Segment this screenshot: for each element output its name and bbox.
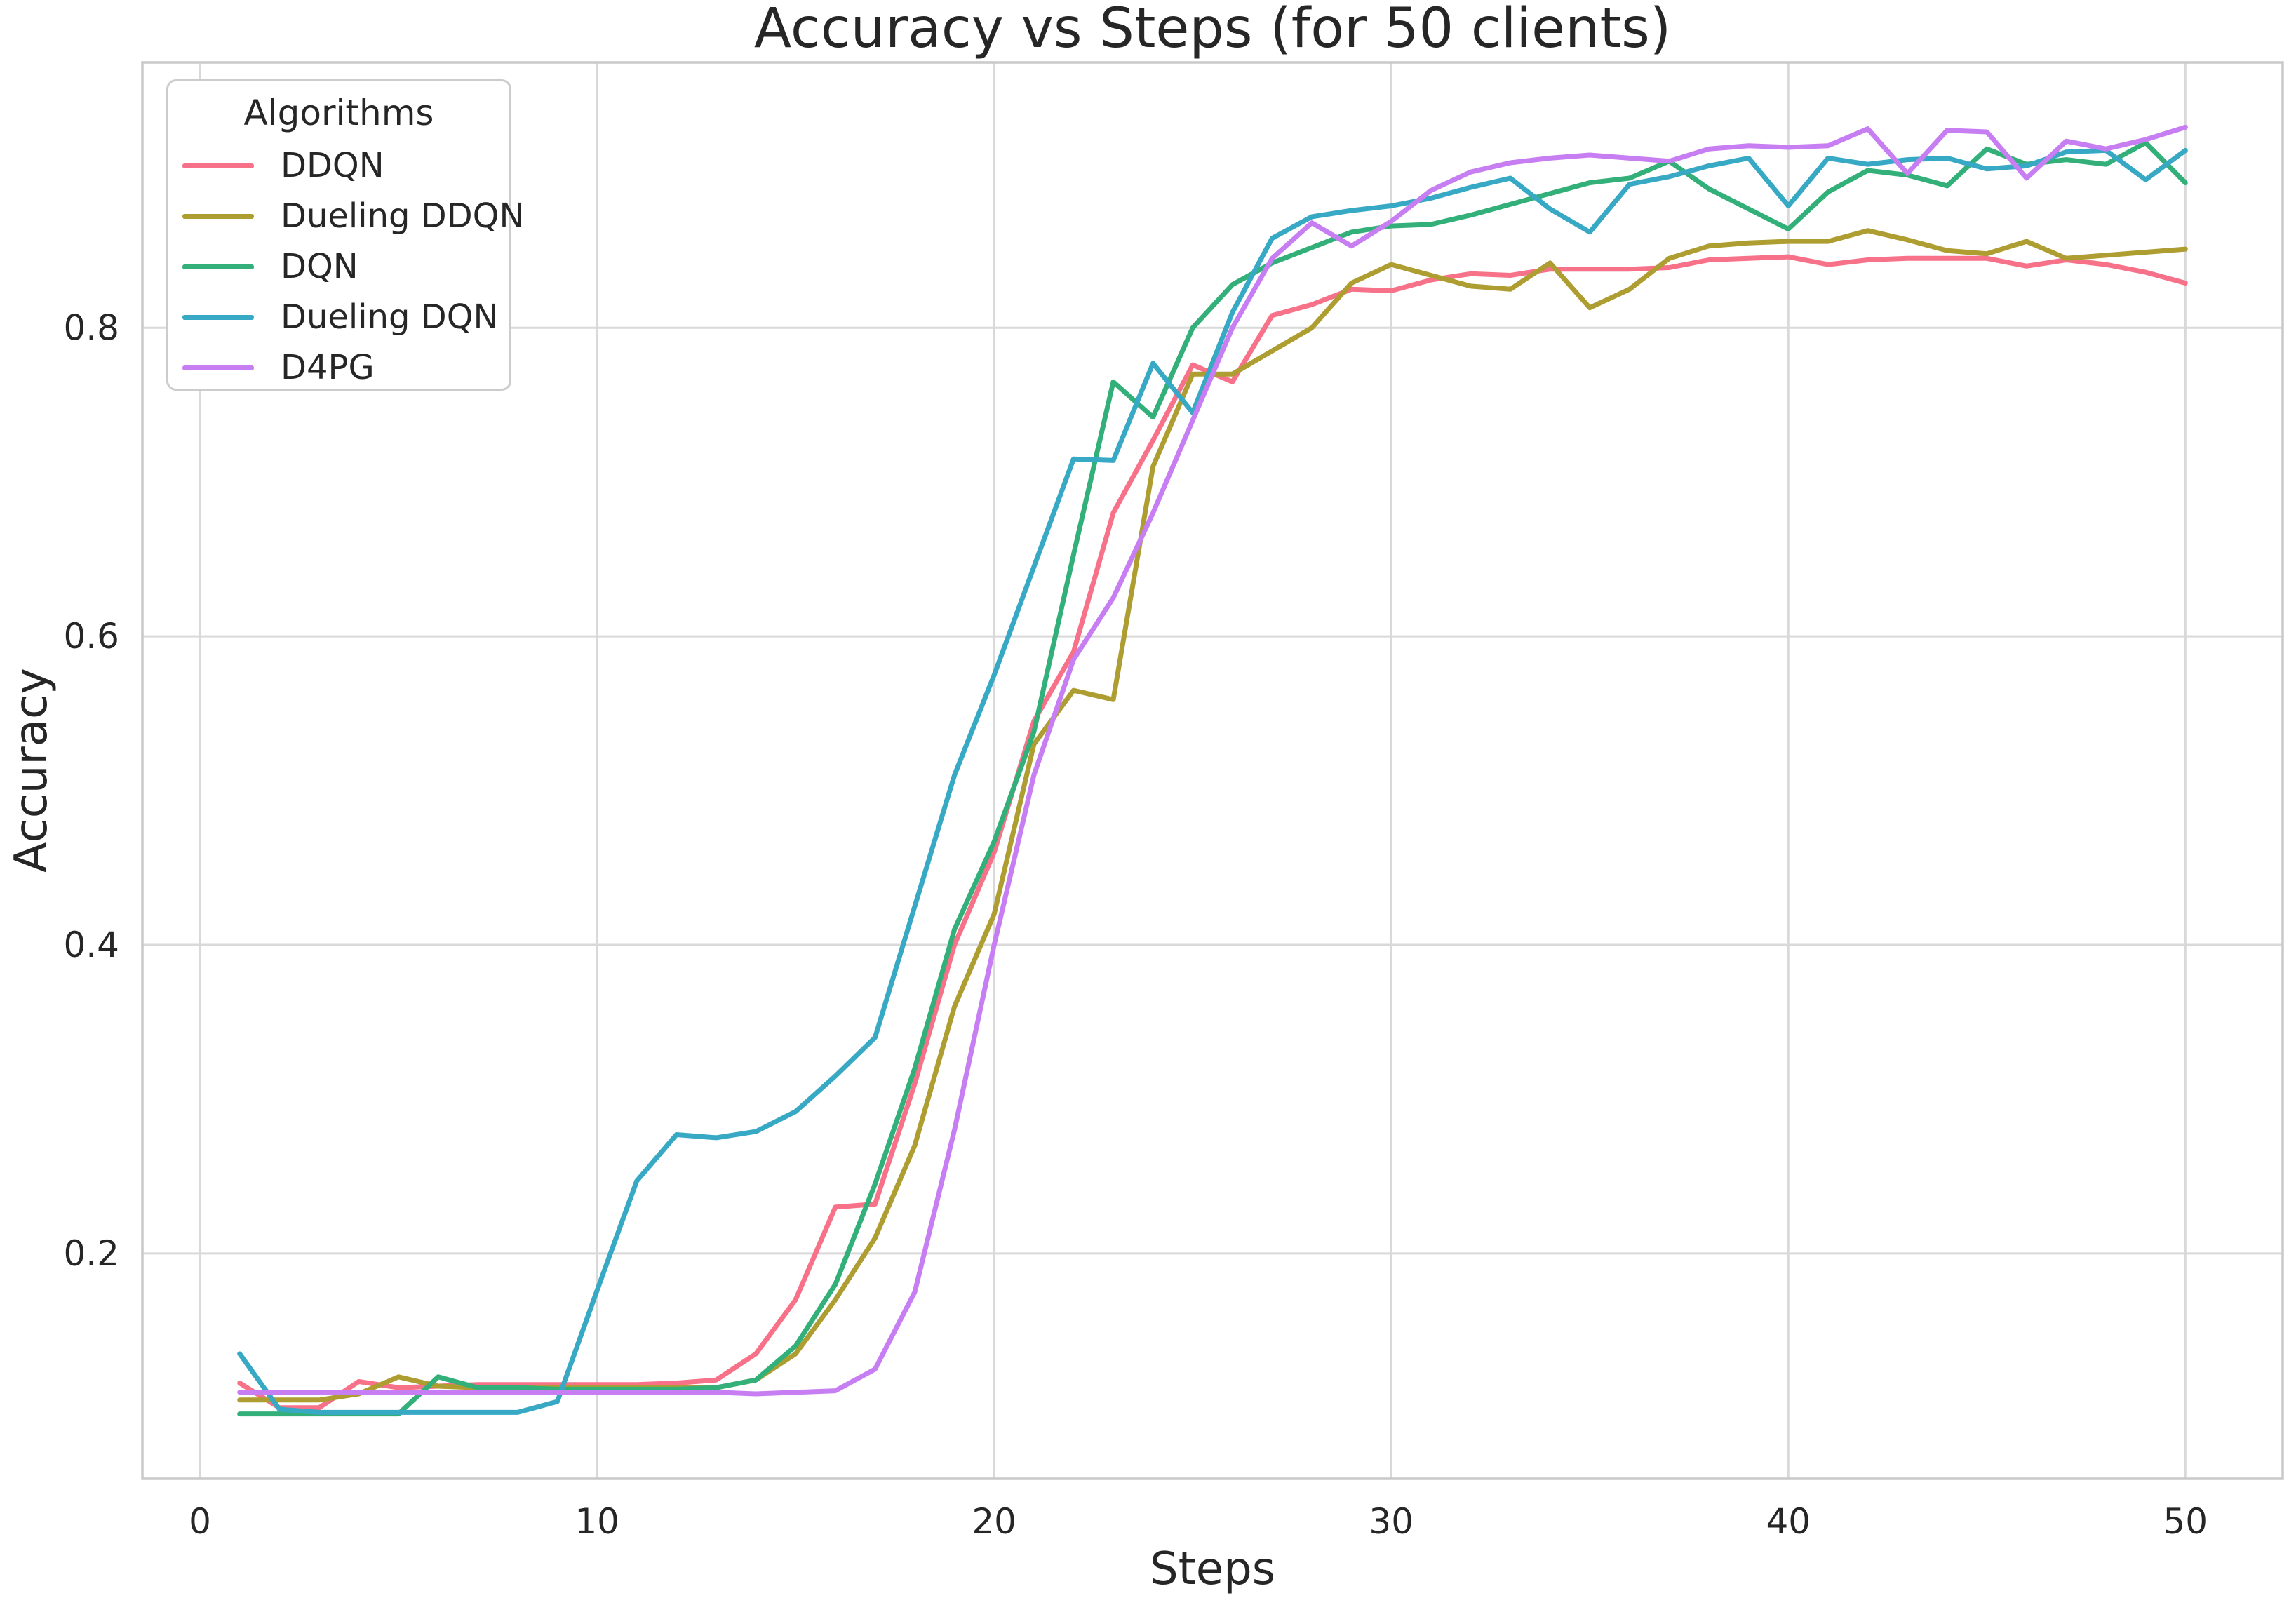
x-tick-label: 20: [972, 1501, 1016, 1542]
legend-swatch-icon: [182, 213, 254, 219]
y-axis-label: Accuracy: [6, 667, 58, 873]
series-line-dueling-dqn: [237, 147, 2188, 1415]
series-line-ddqn: [237, 254, 2188, 1411]
legend-swatch-icon: [182, 314, 254, 320]
legend-item-label: DDQN: [281, 146, 384, 185]
legend-item-label: D4PG: [281, 348, 375, 387]
y-tick-label: 0.4: [63, 925, 119, 965]
y-tick-label: 0.6: [63, 616, 119, 657]
x-axis-label: Steps: [1149, 1543, 1276, 1595]
x-tick-label: 40: [1766, 1501, 1811, 1542]
series-line-dueling-ddqn: [237, 228, 2188, 1403]
legend-item-label: Dueling DDQN: [281, 196, 525, 236]
y-tick-label: 0.8: [63, 307, 119, 348]
legend-items: DDQN Dueling DDQN DQN Dueling DQN D4PG: [168, 140, 524, 393]
legend-swatch-icon: [182, 264, 254, 269]
legend: Algorithms DDQN Dueling DDQN DQN Dueling DQ…: [166, 79, 524, 393]
x-tick-label: 0: [189, 1501, 211, 1542]
legend-swatch-icon: [182, 365, 254, 370]
plot-border: [141, 61, 2284, 1480]
y-tick-label: 0.2: [63, 1233, 119, 1274]
series-line-dqn: [237, 140, 2188, 1417]
legend-item: Dueling DQN: [168, 292, 509, 342]
series-line-d4pg: [237, 124, 2188, 1397]
x-tick-label: 30: [1369, 1501, 1414, 1542]
chart-title: Accuracy vs Steps (for 50 clients): [753, 0, 1672, 60]
x-tick-label: 10: [575, 1501, 619, 1542]
legend-title: Algorithms: [243, 93, 434, 133]
legend-item: DQN: [168, 241, 509, 292]
legend-item: DDQN: [168, 140, 509, 191]
legend-item: D4PG: [168, 342, 509, 393]
legend-item: Dueling DDQN: [168, 191, 524, 241]
legend-item-label: DQN: [281, 247, 358, 286]
x-tick-label: 50: [2163, 1501, 2208, 1542]
legend-item-label: Dueling DQN: [281, 297, 499, 337]
legend-swatch-icon: [182, 163, 254, 168]
